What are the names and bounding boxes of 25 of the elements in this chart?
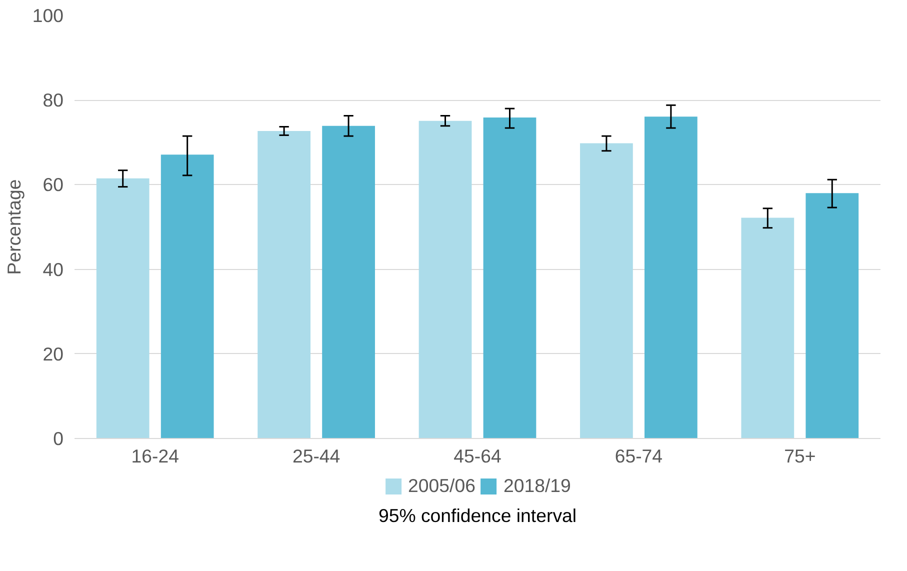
bar xyxy=(322,126,375,438)
bar xyxy=(806,193,859,438)
bar xyxy=(258,130,310,438)
bar xyxy=(741,218,794,438)
text: 95% confidence interval xyxy=(378,505,577,526)
x-tick-label: 45-64 xyxy=(454,446,502,466)
y-tick-label: 60 xyxy=(42,174,64,196)
bar xyxy=(418,120,472,438)
bar xyxy=(160,154,214,438)
y-axis-title: Percentage xyxy=(3,179,24,275)
y-tick-label: 20 xyxy=(42,343,64,364)
legend-label: 2018/19 xyxy=(504,475,571,497)
y-tick-label: 0 xyxy=(53,428,64,449)
bar xyxy=(644,116,698,438)
bar xyxy=(580,143,633,438)
bar xyxy=(96,178,150,438)
x-tick-label: 75+ xyxy=(784,446,816,466)
y-tick-label: 100 xyxy=(32,5,64,26)
bar xyxy=(483,117,536,438)
x-tick-label: 25-44 xyxy=(292,446,340,466)
legend-label: 2005/06 xyxy=(408,475,476,497)
y-tick-label: 40 xyxy=(42,258,64,280)
y-tick-label: 80 xyxy=(42,90,64,111)
x-tick-label: 65-74 xyxy=(614,446,663,466)
x-tick-label: 16-24 xyxy=(131,446,179,466)
